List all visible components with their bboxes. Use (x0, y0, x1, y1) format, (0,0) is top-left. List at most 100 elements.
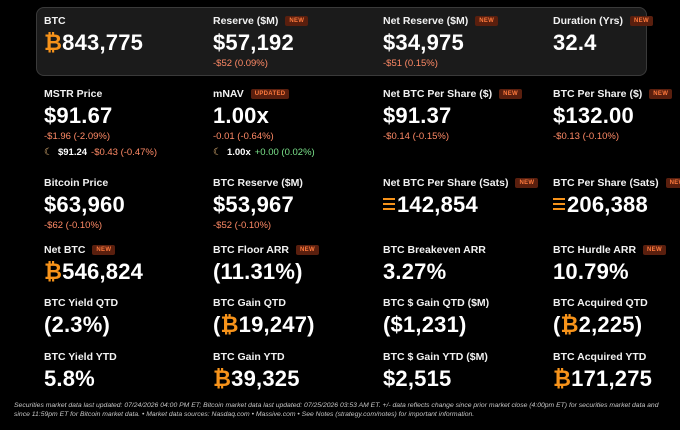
metric-value: $91.67 (44, 103, 113, 128)
metric-label: BTC Per Share (Sats)NEW (553, 177, 680, 189)
metric-value: 5.8% (44, 366, 95, 391)
metric-btc-yield-ytd[interactable]: BTC Yield YTD 5.8% (44, 351, 117, 392)
metric-change: -$0.13 (-0.10%) (553, 131, 620, 142)
metric-label: BTC Floor ARR NEW (213, 244, 319, 256)
metric-value: ₿546,824 (44, 259, 144, 284)
metric-btc-floor-arr[interactable]: BTC Floor ARR NEW (11.31%) (213, 244, 319, 285)
updated-badge: UPDATED (250, 89, 290, 99)
metric-value: (11.31%) (213, 259, 303, 284)
metric-value: $2,515 (383, 366, 452, 391)
metric-value: 206,388 (553, 192, 680, 218)
metric-value: $63,960 (44, 192, 125, 217)
metric-value: 142,854 (383, 192, 538, 218)
new-badge: NEW (515, 178, 539, 188)
metric-btc-hurdle-arr[interactable]: BTC Hurdle ARR NEW 10.79% (553, 244, 666, 285)
metric-btc-acquired-ytd[interactable]: BTC Acquired YTD ₿171,275 (553, 351, 652, 392)
metric-label: Net BTC NEW (44, 244, 143, 256)
metric-bitcoin-price[interactable]: Bitcoin Price $63,960 -$62 (-0.10%) (44, 177, 125, 231)
metric-label: BTC $ Gain QTD ($M) (383, 297, 490, 309)
new-badge: NEW (475, 16, 499, 26)
summary-panel (36, 7, 647, 76)
new-badge: NEW (92, 245, 116, 255)
metric-change: -$52 (-0.10%) (213, 220, 272, 231)
metric-net-btc[interactable]: Net BTC NEW ₿546,824 (44, 244, 143, 285)
metric-label: BTC Gain QTD (213, 297, 286, 309)
metric-btc-breakeven-arr[interactable]: BTC Breakeven ARR 3.27% (383, 244, 486, 285)
metric-value: $132.00 (553, 103, 634, 128)
metric-label: Reserve ($M) NEW (213, 15, 309, 27)
metric-value: ₿171,275 (553, 366, 653, 391)
metric-change: -0.01 (-0.64%) (213, 131, 274, 142)
metric-change: -$0.14 (-0.15%) (383, 131, 450, 142)
metric-label: Duration (Yrs) NEW (553, 15, 653, 27)
metric-change: -$51 (0.15%) (383, 58, 438, 69)
metric-net-btc-per-share-sats[interactable]: Net BTC Per Share (Sats) NEW 142,854 (383, 177, 539, 218)
new-badge: NEW (296, 245, 319, 255)
metric-label: BTC $ Gain YTD ($M) (383, 351, 488, 363)
metric-net-reserve[interactable]: Net Reserve ($M) NEW $34,975 -$51 (0.15%) (383, 15, 499, 69)
moon-icon: ☾ (213, 147, 222, 158)
metric-change: -$62 (-0.10%) (44, 220, 103, 231)
metric-value: (₿19,247) (213, 312, 315, 337)
after-hours: ☾ 1.00x +0.00 (0.02%) (213, 147, 315, 158)
metric-value: ₿39,325 (213, 366, 300, 391)
metric-value: ($1,231) (383, 312, 467, 337)
metric-mstr-price[interactable]: MSTR Price $91.67 -$1.96 (-2.09%) ☾ $91.2… (44, 88, 157, 158)
metric-label: BTC Breakeven ARR (383, 244, 486, 256)
metric-label: MSTR Price (44, 88, 103, 100)
metric-value: (₿2,225) (553, 312, 643, 337)
metric-btc-gain-ytd[interactable]: BTC Gain YTD ₿39,325 (213, 351, 300, 392)
metric-label: BTC (44, 15, 66, 27)
metric-net-btc-per-share[interactable]: Net BTC Per Share ($) NEW $91.37 -$0.14 (… (383, 88, 523, 142)
metric-label: mNAV UPDATED (213, 88, 315, 100)
metric-value: (2.3%) (44, 312, 110, 337)
metric-label: BTC Reserve ($M) (213, 177, 303, 189)
metric-label: Bitcoin Price (44, 177, 109, 189)
metric-value: $34,975 (383, 30, 464, 55)
new-badge: NEW (643, 245, 666, 255)
metric-btc-per-share-sats[interactable]: BTC Per Share (Sats)NEW 206,388 (553, 177, 680, 218)
sats-icon (383, 196, 395, 212)
metric-value: ₿843,775 (44, 30, 144, 55)
metric-btc-gain-qtd[interactable]: BTC Gain QTD (₿19,247) (213, 297, 315, 338)
metric-label: BTC Hurdle ARR NEW (553, 244, 666, 256)
new-badge: NEW (649, 89, 673, 99)
metric-btc-per-share[interactable]: BTC Per Share ($) NEW $132.00 -$0.13 (-0.… (553, 88, 673, 142)
metric-mnav[interactable]: mNAV UPDATED 1.00x -0.01 (-0.64%) ☾ 1.00x +… (213, 88, 315, 158)
bitcoin-icon: ₿ (560, 312, 579, 337)
metric-label: BTC Gain YTD (213, 351, 285, 363)
bitcoin-icon: ₿ (220, 312, 239, 337)
metric-label: BTC Yield QTD (44, 297, 119, 309)
metric-btc-reserve[interactable]: BTC Reserve ($M) $53,967 -$52 (-0.10%) (213, 177, 303, 231)
bitcoin-icon: ₿ (213, 366, 232, 391)
metric-value: 1.00x (213, 103, 270, 128)
metric-value: 32.4 (553, 30, 597, 55)
metric-value: $53,967 (213, 192, 294, 217)
footer-disclaimer: Securities market data last updated: 07/… (14, 402, 659, 418)
metric-label: Net BTC Per Share ($) NEW (383, 88, 523, 100)
metric-btc[interactable]: BTC ₿843,775 (44, 15, 143, 56)
bitcoin-icon: ₿ (44, 30, 63, 55)
moon-icon: ☾ (44, 147, 53, 158)
metric-reserve[interactable]: Reserve ($M) NEW $57,192 -$52 (0.09%) (213, 15, 309, 69)
after-hours: ☾ $91.24 -$0.43 (-0.47%) (44, 147, 158, 158)
metric-label: Net BTC Per Share (Sats) NEW (383, 177, 539, 189)
metric-btc-yield-qtd[interactable]: BTC Yield QTD (2.3%) (44, 297, 118, 338)
new-badge: NEW (665, 178, 680, 188)
bitcoin-icon: ₿ (44, 259, 63, 284)
metric-value: $91.37 (383, 103, 452, 128)
bitcoin-icon: ₿ (553, 366, 572, 391)
new-badge: NEW (285, 16, 309, 26)
metric-value: $57,192 (213, 30, 294, 55)
metric-value: 10.79% (553, 259, 629, 284)
new-badge: NEW (499, 89, 523, 99)
metric-label: BTC Per Share ($) NEW (553, 88, 673, 100)
metric-btc-dollar-gain-qtd[interactable]: BTC $ Gain QTD ($M) ($1,231) (383, 297, 489, 338)
metric-change: -$1.96 (-2.09%) (44, 131, 111, 142)
metric-btc-acquired-qtd[interactable]: BTC Acquired QTD (₿2,225) (553, 297, 648, 338)
metric-value: 3.27% (383, 259, 447, 284)
metric-change: -$52 (0.09%) (213, 58, 268, 69)
metric-duration[interactable]: Duration (Yrs) NEW 32.4 (553, 15, 653, 56)
metric-btc-dollar-gain-ytd[interactable]: BTC $ Gain YTD ($M) $2,515 (383, 351, 488, 392)
metric-label: Net Reserve ($M) NEW (383, 15, 499, 27)
